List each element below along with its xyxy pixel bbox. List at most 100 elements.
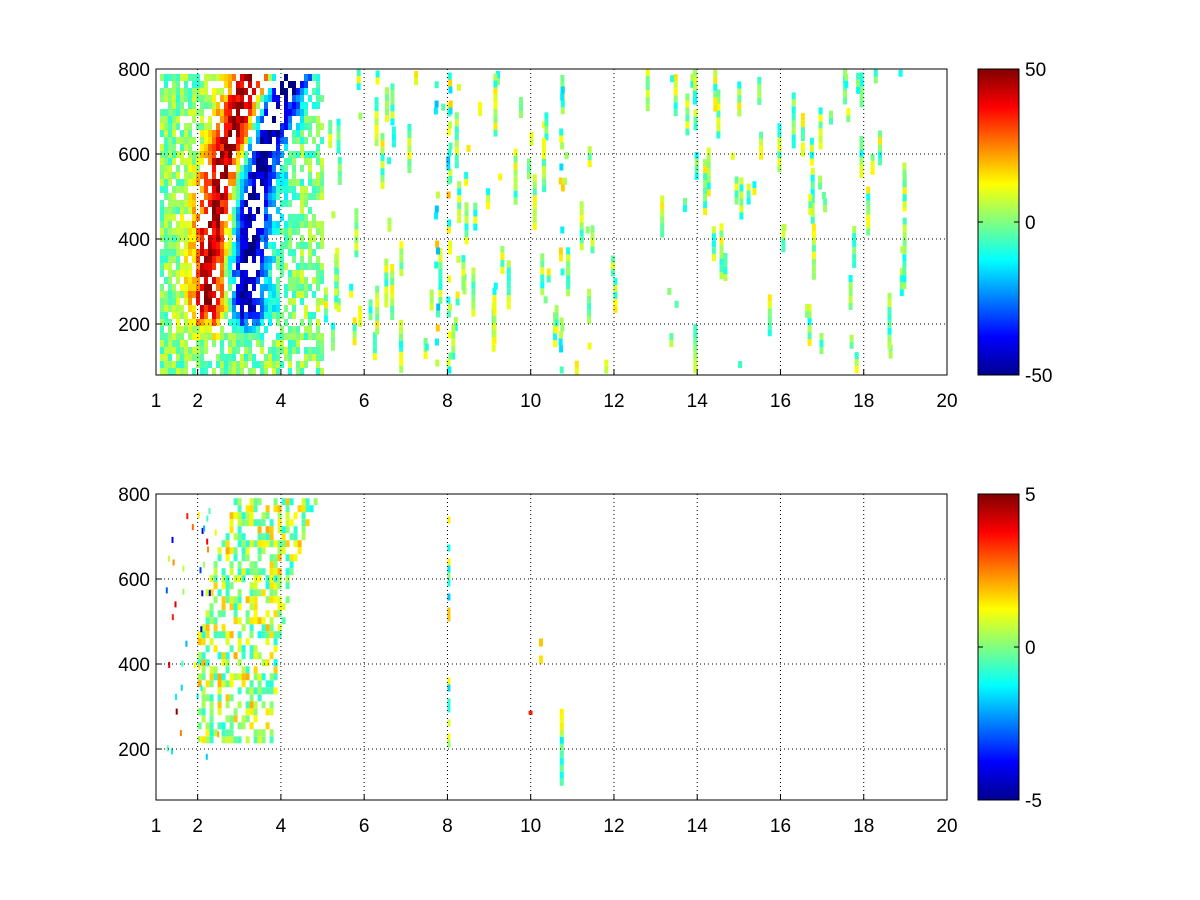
heatmap-cell bbox=[233, 554, 238, 562]
heatmap-cell bbox=[791, 92, 796, 100]
heatmap-cell bbox=[541, 152, 546, 159]
heatmap-cell bbox=[228, 144, 232, 151]
heatmap-cell bbox=[184, 172, 188, 179]
heatmap-cell bbox=[220, 88, 224, 95]
heatmap-cell bbox=[160, 109, 164, 116]
heatmap-cell bbox=[320, 340, 324, 347]
heatmap-cell bbox=[168, 305, 172, 312]
heatmap-cell bbox=[204, 137, 208, 144]
heatmap-cell bbox=[176, 368, 180, 375]
heatmap-cell bbox=[613, 291, 618, 299]
heatmap-cell bbox=[220, 368, 224, 375]
heatmap-cell bbox=[610, 269, 615, 277]
heatmap-cell bbox=[232, 249, 236, 256]
heatmap-cell bbox=[276, 144, 280, 151]
heatmap-cell bbox=[385, 87, 389, 95]
heatmap-cell bbox=[690, 80, 695, 88]
heatmap-cell bbox=[208, 319, 212, 326]
heatmap-cell bbox=[245, 505, 250, 513]
heatmap-cell bbox=[268, 228, 272, 235]
heatmap-cell bbox=[244, 172, 248, 179]
heatmap-cell bbox=[248, 179, 252, 186]
heatmap-cell bbox=[237, 659, 242, 667]
heatmap-cell bbox=[296, 109, 300, 116]
heatmap-cell bbox=[800, 149, 805, 157]
heatmap-cell bbox=[232, 298, 236, 305]
heatmap-cell bbox=[232, 214, 236, 221]
heatmap-cell bbox=[196, 109, 200, 116]
heatmap-cell bbox=[746, 190, 751, 198]
heatmap-cell bbox=[560, 75, 565, 82]
heatmap-cell bbox=[261, 533, 266, 541]
heatmap-cell bbox=[192, 256, 196, 263]
heatmap-cell bbox=[574, 367, 579, 375]
heatmap-cell bbox=[252, 326, 256, 333]
heatmap-cell bbox=[297, 505, 302, 513]
heatmap-cell bbox=[228, 123, 232, 130]
heatmap-cell bbox=[200, 186, 204, 193]
heatmap-cell bbox=[221, 610, 226, 618]
heatmap-cell bbox=[292, 340, 296, 347]
heatmap-cell bbox=[713, 76, 718, 84]
heatmap-cell bbox=[723, 274, 728, 281]
heatmap-cell bbox=[566, 268, 571, 276]
heatmap-cell bbox=[384, 293, 389, 301]
heatmap-cell bbox=[248, 81, 252, 88]
heatmap-cell bbox=[216, 361, 220, 368]
heatmap-cell bbox=[529, 138, 534, 146]
heatmap-cell bbox=[316, 298, 320, 305]
heatmap-cell bbox=[375, 313, 380, 321]
heatmap-cell bbox=[204, 277, 208, 284]
heatmap-cell bbox=[673, 74, 678, 82]
heatmap-cell bbox=[375, 292, 380, 300]
heatmap-cell bbox=[854, 352, 859, 360]
heatmap-cell bbox=[253, 519, 258, 527]
heatmap-cell bbox=[385, 115, 389, 123]
heatmap-cell bbox=[269, 561, 274, 569]
heatmap-cell bbox=[273, 673, 278, 681]
heatmap-cell bbox=[316, 361, 320, 368]
heatmap-cell bbox=[281, 533, 286, 541]
heatmap-cell bbox=[285, 568, 290, 576]
heatmap-cell bbox=[204, 88, 208, 95]
heatmap-cell bbox=[232, 333, 236, 340]
heatmap-cell bbox=[336, 139, 341, 147]
heatmap-cell bbox=[320, 368, 324, 375]
heatmap-cell bbox=[587, 309, 592, 317]
heatmap-cell bbox=[269, 568, 274, 576]
heatmap-cell bbox=[354, 243, 359, 251]
heatmap-cell bbox=[204, 333, 208, 340]
heatmap-cell bbox=[212, 291, 216, 298]
heatmap-cell bbox=[260, 158, 264, 165]
heatmap-cell bbox=[316, 144, 320, 151]
heatmap-cell bbox=[196, 235, 200, 242]
heatmap-cell bbox=[349, 283, 354, 291]
heatmap-cell bbox=[236, 256, 240, 263]
heatmap-cell bbox=[220, 277, 224, 284]
heatmap-cell bbox=[172, 256, 176, 263]
heatmap-cell bbox=[285, 575, 290, 583]
heatmap-cell bbox=[160, 326, 164, 333]
y-tick-label: 600 bbox=[118, 145, 150, 166]
heatmap-cell bbox=[176, 312, 180, 319]
heatmap-cell bbox=[390, 306, 395, 313]
heatmap-cell bbox=[200, 207, 204, 214]
heatmap-cell bbox=[244, 179, 248, 186]
heatmap-cell bbox=[301, 533, 306, 541]
heatmap-cell bbox=[209, 694, 214, 702]
heatmap-cell bbox=[209, 638, 214, 646]
heatmap-cell bbox=[292, 151, 296, 158]
heatmap-cell bbox=[252, 249, 256, 256]
heatmap-cell bbox=[212, 144, 216, 151]
heatmap-cell bbox=[887, 306, 892, 314]
heatmap-cell bbox=[176, 116, 180, 123]
heatmap-cell bbox=[192, 200, 196, 207]
heatmap-cell bbox=[188, 109, 192, 116]
heatmap-cell bbox=[252, 235, 256, 242]
heatmap-cell bbox=[334, 267, 339, 275]
heatmap-cell bbox=[212, 200, 216, 207]
heatmap-cell bbox=[186, 513, 189, 520]
top-x-ticks: 1 2 4 6 8 10 12 14 16 18 20 bbox=[151, 369, 958, 412]
heatmap-cell bbox=[268, 284, 272, 291]
heatmap-cell bbox=[300, 165, 304, 172]
